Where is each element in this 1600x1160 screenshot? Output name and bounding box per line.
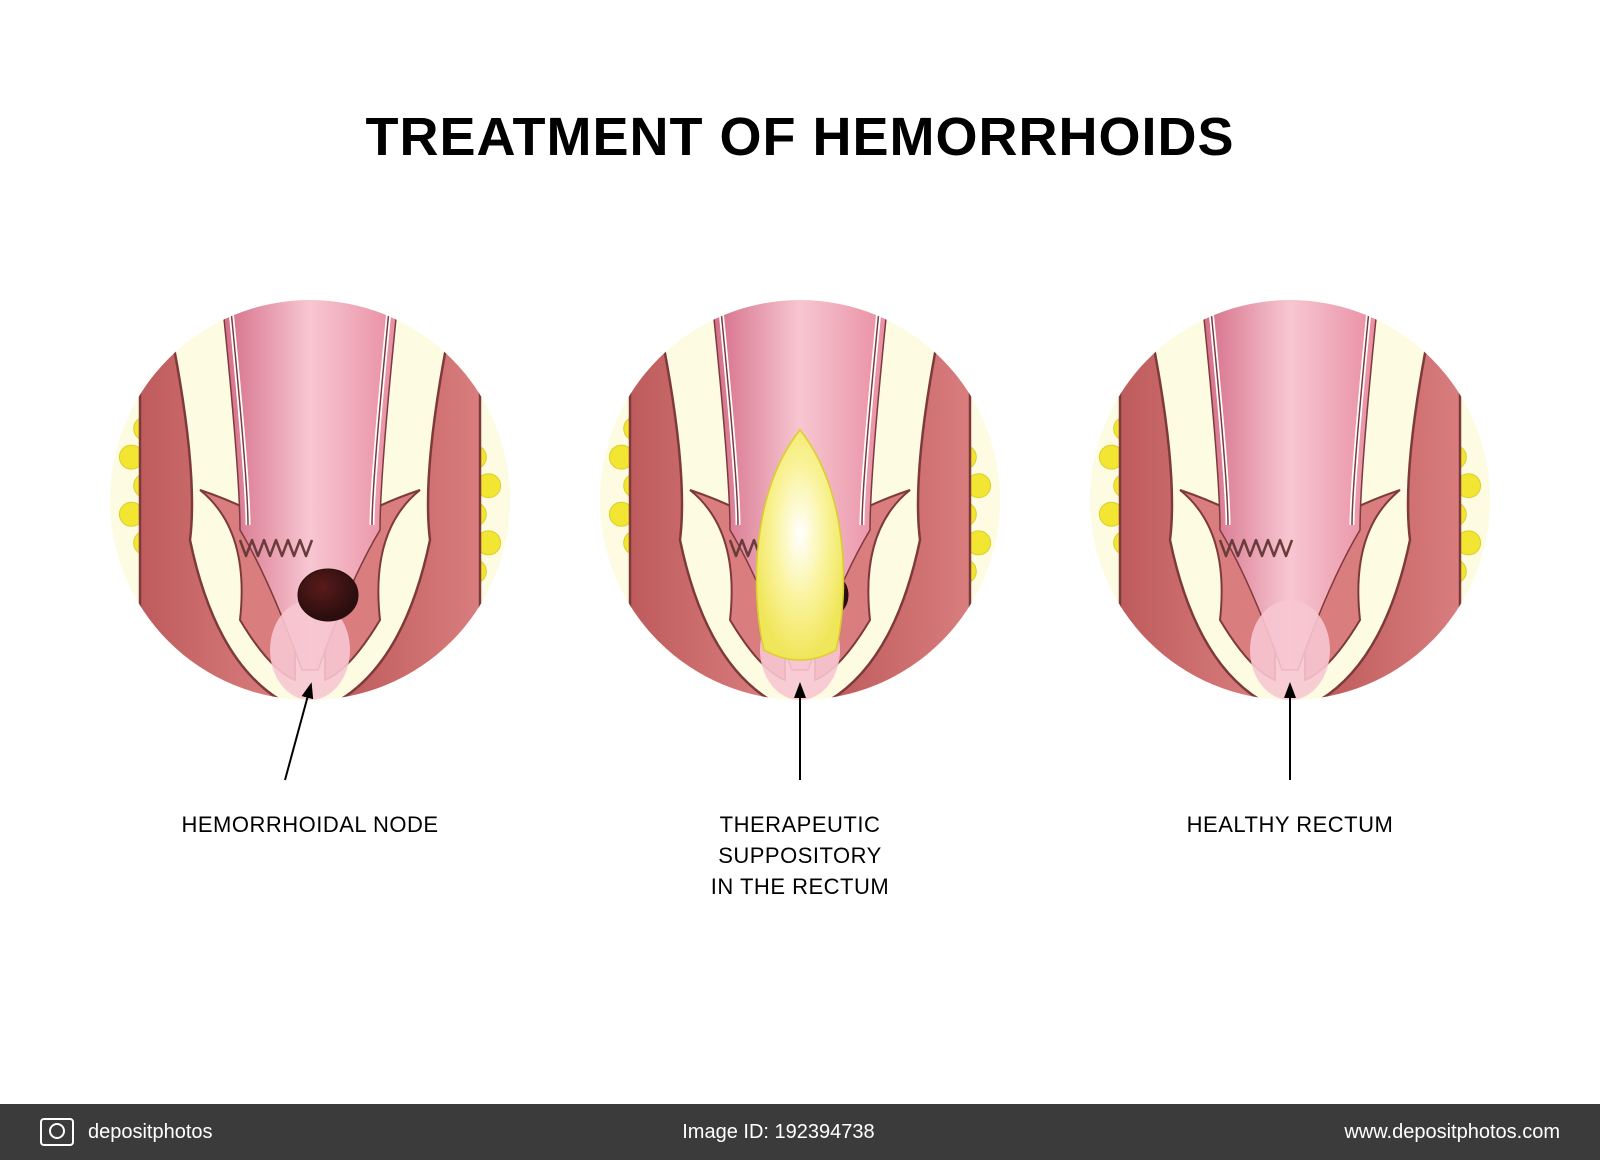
caption-3: HEALTHY RECTUM <box>1187 810 1394 841</box>
pointer-arrow-icon <box>755 680 845 790</box>
panel-3: HEALTHY RECTUM <box>1090 300 1490 902</box>
panel-1: HEMORRHOIDAL NODE <box>110 300 510 902</box>
footer-bar: depositphotos Image ID: 192394738 www.de… <box>0 1104 1600 1160</box>
pointer-arrow-icon <box>265 680 355 790</box>
site-text: www.depositphotos.com <box>1344 1121 1560 1144</box>
diagram-3 <box>1090 300 1490 700</box>
image-id-text: Image ID: 192394738 <box>682 1121 874 1144</box>
footer-brand: depositphotos <box>40 1118 213 1146</box>
pointer-arrow-icon <box>1245 680 1335 790</box>
camera-icon <box>40 1118 74 1146</box>
diagram-2 <box>600 300 1000 700</box>
caption-2: THERAPEUTIC SUPPOSITORY IN THE RECTUM <box>711 810 889 902</box>
brand-text: depositphotos <box>88 1121 213 1144</box>
page-title: TREATMENT OF HEMORRHOIDS <box>0 106 1600 168</box>
panels-row: HEMORRHOIDAL NODE <box>0 300 1600 902</box>
panel-2: THERAPEUTIC SUPPOSITORY IN THE RECTUM <box>600 300 1000 902</box>
diagram-1 <box>110 300 510 700</box>
caption-1: HEMORRHOIDAL NODE <box>181 810 438 841</box>
